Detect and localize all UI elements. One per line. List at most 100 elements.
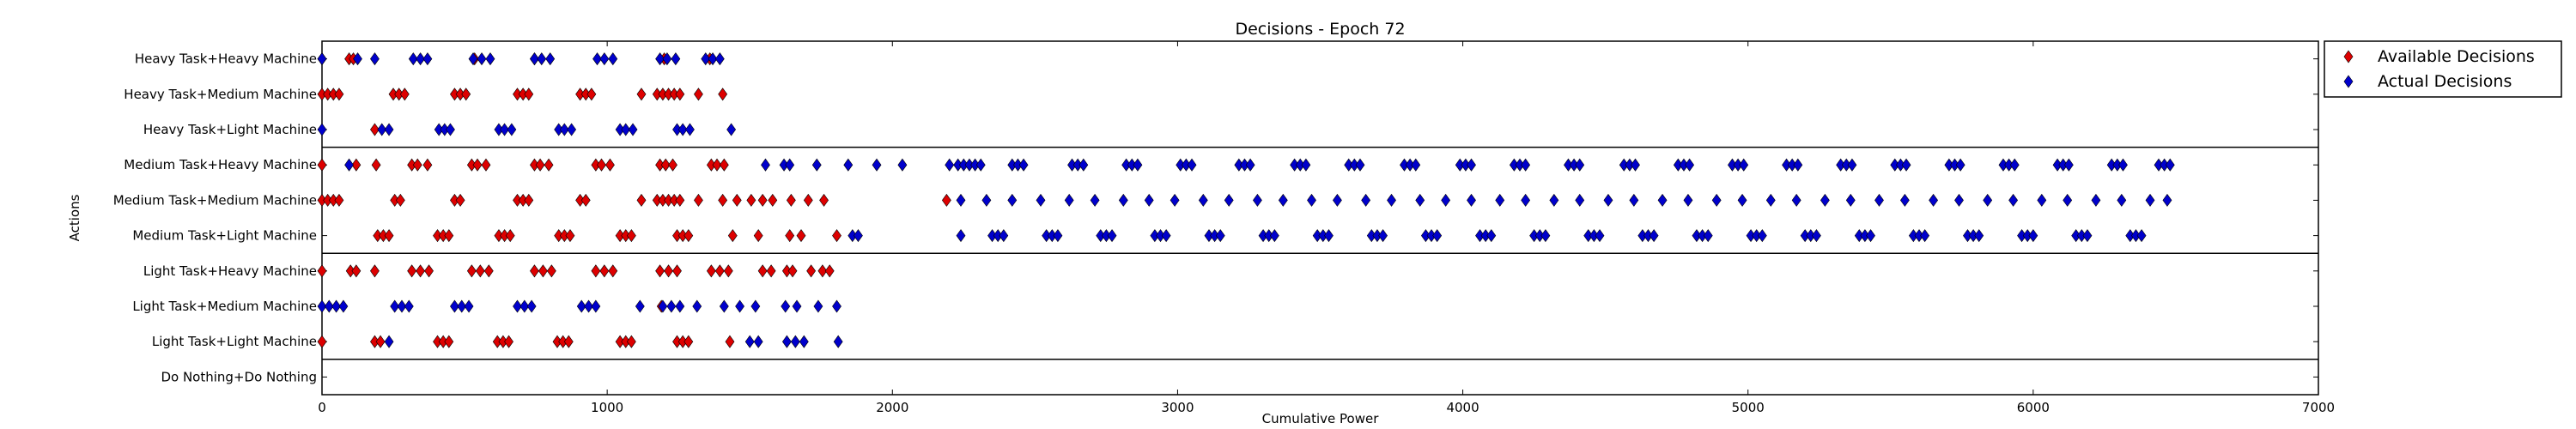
- marker-available-decisions: [785, 229, 795, 243]
- marker-actual-decisions: [1929, 193, 1939, 207]
- marker-actual-decisions: [655, 52, 665, 66]
- marker-available-decisions: [660, 158, 671, 172]
- marker-actual-decisions: [1486, 229, 1497, 243]
- marker-available-decisions: [370, 123, 380, 136]
- x-tick-label: 7000: [2302, 400, 2335, 415]
- marker-actual-decisions: [1685, 158, 1695, 172]
- marker-available-decisions: [504, 335, 513, 348]
- marker-available-decisions: [768, 193, 778, 207]
- marker-actual-decisions: [592, 52, 602, 66]
- marker-available-decisions: [636, 193, 647, 207]
- marker-actual-decisions: [1198, 193, 1208, 207]
- marker-actual-decisions: [2118, 158, 2128, 172]
- marker-actual-decisions: [1007, 193, 1018, 207]
- marker-actual-decisions: [1078, 158, 1089, 172]
- marker-actual-decisions: [872, 158, 882, 172]
- y-tick-label: Light Task+Heavy Machine: [143, 263, 317, 279]
- marker-actual-decisions: [792, 299, 802, 313]
- marker-actual-decisions: [464, 299, 474, 313]
- marker-available-decisions: [535, 158, 545, 172]
- marker-available-decisions: [475, 264, 485, 278]
- marker-actual-decisions: [799, 335, 809, 348]
- marker-available-decisions: [753, 229, 763, 243]
- marker-actual-decisions: [1224, 193, 1234, 207]
- marker-actual-decisions: [584, 299, 593, 313]
- marker-actual-decisions: [1064, 193, 1074, 207]
- marker-actual-decisions: [692, 299, 702, 313]
- marker-actual-decisions: [1899, 193, 1910, 207]
- marker-available-decisions: [407, 264, 417, 278]
- marker-available-decisions: [796, 229, 806, 243]
- marker-actual-decisions: [714, 52, 725, 66]
- marker-available-decisions: [461, 88, 471, 101]
- marker-actual-decisions: [519, 299, 530, 313]
- marker-available-decisions: [597, 158, 606, 172]
- x-tick-label: 5000: [1732, 400, 1765, 415]
- marker-actual-decisions: [526, 299, 537, 313]
- marker-available-decisions: [668, 158, 677, 172]
- marker-actual-decisions: [591, 299, 601, 313]
- marker-actual-decisions: [1983, 193, 1993, 207]
- marker-actual-decisions: [1575, 193, 1585, 207]
- marker-available-decisions: [395, 193, 405, 207]
- marker-actual-decisions: [507, 123, 517, 136]
- marker-actual-decisions: [344, 158, 354, 172]
- marker-actual-decisions: [485, 52, 495, 66]
- marker-available-decisions: [718, 88, 728, 101]
- marker-actual-decisions: [1378, 229, 1388, 243]
- marker-actual-decisions: [1874, 193, 1884, 207]
- marker-actual-decisions: [1161, 229, 1171, 243]
- marker-available-decisions: [819, 193, 829, 207]
- marker-available-decisions: [422, 158, 433, 172]
- marker-available-decisions: [351, 158, 361, 172]
- marker-actual-decisions: [811, 158, 822, 172]
- marker-actual-decisions: [2145, 193, 2155, 207]
- marker-available-decisions: [317, 264, 327, 278]
- marker-actual-decisions: [635, 299, 645, 313]
- y-tick-label: Medium Task+Light Machine: [132, 228, 317, 244]
- marker-actual-decisions: [781, 299, 791, 313]
- marker-actual-decisions: [1955, 158, 1965, 172]
- marker-available-decisions: [786, 193, 796, 207]
- marker-actual-decisions: [744, 335, 755, 348]
- marker-actual-decisions: [559, 123, 569, 136]
- marker-available-decisions: [370, 264, 380, 278]
- marker-available-decisions: [384, 229, 394, 243]
- marker-available-decisions: [317, 158, 327, 172]
- marker-actual-decisions: [567, 123, 577, 136]
- marker-actual-decisions: [854, 229, 863, 243]
- marker-actual-decisions: [530, 52, 539, 66]
- y-tick-label: Heavy Task+Light Machine: [143, 122, 317, 137]
- marker-actual-decisions: [2091, 193, 2101, 207]
- marker-available-decisions: [424, 264, 434, 278]
- x-axis-label: Cumulative Power: [1262, 411, 1380, 426]
- plot-area: [321, 40, 2319, 396]
- marker-actual-decisions: [1845, 193, 1856, 207]
- marker-actual-decisions: [1324, 229, 1334, 243]
- marker-actual-decisions: [317, 123, 327, 136]
- marker-available-decisions: [626, 335, 636, 348]
- marker-available-decisions: [416, 264, 425, 278]
- marker-actual-decisions: [1575, 158, 1585, 172]
- marker-actual-decisions: [416, 52, 425, 66]
- marker-actual-decisions: [384, 335, 394, 348]
- marker-actual-decisions: [956, 229, 966, 243]
- marker-actual-decisions: [726, 123, 737, 136]
- marker-actual-decisions: [1415, 193, 1425, 207]
- marker-actual-decisions: [975, 158, 986, 172]
- marker-actual-decisions: [1629, 193, 1639, 207]
- marker-available-decisions: [787, 264, 798, 278]
- marker-actual-decisions: [317, 52, 327, 66]
- marker-available-decisions: [591, 264, 601, 278]
- marker-available-decisions: [718, 193, 728, 207]
- y-tick-label: Heavy Task+Medium Machine: [124, 87, 317, 102]
- legend-marker: [2343, 75, 2354, 88]
- marker-available-decisions: [675, 193, 685, 207]
- marker-actual-decisions: [945, 158, 955, 172]
- marker-actual-decisions: [2136, 229, 2147, 243]
- marker-actual-decisions: [317, 299, 327, 313]
- y-tick-label: Light Task+Light Machine: [152, 334, 317, 349]
- marker-actual-decisions: [1820, 193, 1830, 207]
- marker-actual-decisions: [1432, 229, 1443, 243]
- marker-actual-decisions: [1441, 193, 1451, 207]
